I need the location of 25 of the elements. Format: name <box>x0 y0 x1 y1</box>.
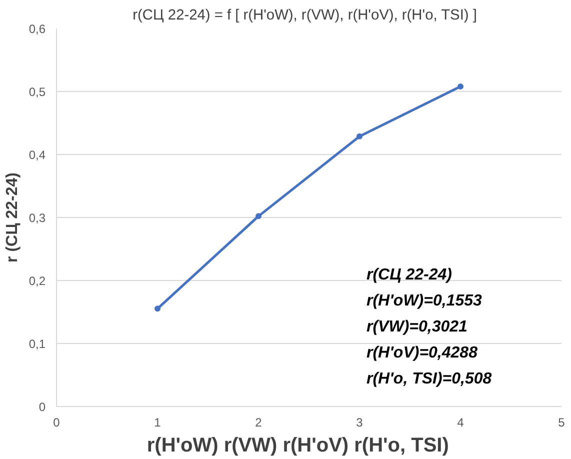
y-tick-label: 0,4 <box>28 148 46 162</box>
annotation: r(H'oW)=0,1553 <box>366 292 482 310</box>
y-tick-label: 0 <box>38 400 46 414</box>
y-tick-label: 0,2 <box>28 274 46 288</box>
annotation: r(СЦ 22-24) <box>366 266 452 284</box>
annotation: r(VW)=0,3021 <box>366 318 468 336</box>
annotation: r(H'o, TSI)=0,508 <box>366 370 492 388</box>
y-tick-label: 0,6 <box>28 22 46 36</box>
y-tick-label: 0,5 <box>28 85 46 99</box>
x-tick-label: 4 <box>457 416 464 430</box>
point <box>256 213 262 220</box>
y-tick-label: 0,1 <box>28 337 46 351</box>
y-axis-title: r (СЦ 22-24) <box>4 172 21 262</box>
annotation: r(H'oV)=0,4288 <box>366 344 478 362</box>
x-tick-label: 0 <box>53 416 60 430</box>
x-tick-label: 1 <box>154 416 162 430</box>
point <box>356 133 362 140</box>
x-axis-title: r(H'oW) r(VW) r(H'oV) r(H'o, TSI) <box>146 434 449 456</box>
x-tick-label: 2 <box>255 416 262 430</box>
x-tick-label: 3 <box>356 416 364 430</box>
chart-title: r(СЦ 22-24) = f [ r(H'oW), r(VW), r(H'oV), r(H'o, TSI) ] <box>132 8 477 24</box>
point <box>154 306 160 312</box>
point <box>458 83 464 90</box>
y-tick-label: 0,3 <box>28 211 46 225</box>
x-tick-label: 5 <box>558 416 566 430</box>
